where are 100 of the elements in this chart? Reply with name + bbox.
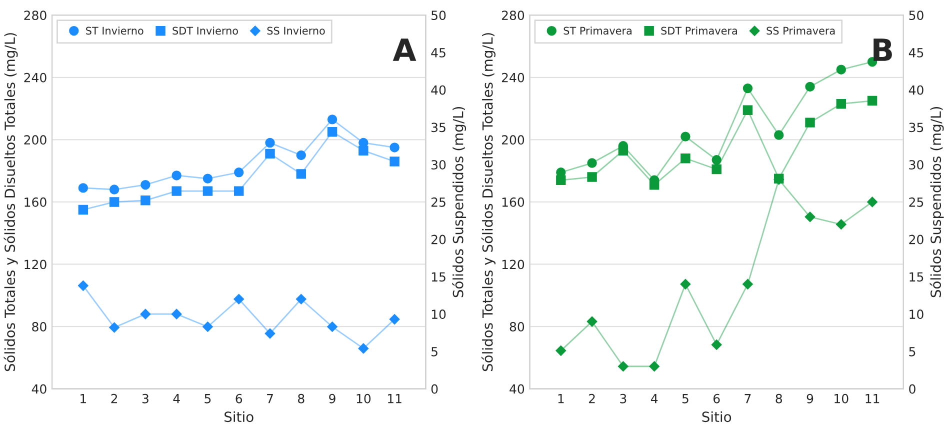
- point: [202, 322, 213, 332]
- y2-tick-label: 50: [909, 10, 924, 20]
- y-tick-label: 240: [502, 72, 524, 82]
- point: [234, 168, 244, 178]
- y2-tick-label: 40: [908, 85, 924, 95]
- y2-tick-label: 15: [910, 272, 924, 282]
- point: [618, 361, 628, 372]
- point: [556, 346, 566, 356]
- point: [327, 114, 338, 124]
- point: [587, 158, 597, 168]
- y2-tick-label: 25: [431, 197, 446, 207]
- y-axis-title: Sólidos Totales y Sólidos Disueltos Totales (mg/L): [481, 33, 496, 372]
- point: [78, 183, 88, 193]
- point: [556, 175, 566, 186]
- point: [140, 308, 151, 320]
- x-tick-label: 5: [204, 394, 211, 404]
- point: [587, 172, 597, 182]
- y2-tick-label: 30: [432, 160, 446, 170]
- point: [296, 169, 306, 179]
- y2-tick-label: 5: [909, 347, 916, 356]
- y-tick-label: 120: [24, 260, 46, 270]
- x-tick-label: 2: [111, 394, 118, 404]
- point: [649, 361, 660, 372]
- y2-tick-label: 45: [908, 48, 924, 58]
- point: [680, 154, 690, 164]
- y2-tick-label: 15: [432, 272, 446, 282]
- point: [711, 340, 722, 350]
- point: [234, 186, 244, 196]
- x-tick-label: 8: [298, 394, 304, 404]
- point: [265, 148, 275, 159]
- point: [172, 186, 182, 196]
- y2-tick-label: 40: [431, 85, 446, 95]
- y2-tick-label: 20: [909, 234, 924, 244]
- point: [805, 82, 815, 92]
- x-tick-label: 7: [744, 394, 751, 404]
- x-tick-label: 1: [80, 394, 86, 404]
- legend-label: SDT Invierno: [172, 26, 238, 35]
- point: [327, 322, 338, 332]
- x-tick-label: 4: [173, 394, 180, 404]
- y2-tick-label: 50: [432, 10, 446, 20]
- point: [836, 219, 846, 230]
- legend-label: ST Invierno: [86, 26, 144, 35]
- point: [296, 150, 306, 160]
- x-tick-label: 2: [588, 394, 595, 404]
- point: [649, 180, 660, 190]
- y2-tick-label: 20: [431, 234, 446, 244]
- x-tick-label: 10: [834, 394, 848, 404]
- x-tick-label: 3: [620, 394, 626, 404]
- annotation: B: [874, 38, 892, 61]
- point: [836, 99, 846, 109]
- y-tick-label: 160: [502, 197, 524, 207]
- x-tick-label: 9: [329, 394, 336, 404]
- point: [140, 196, 150, 206]
- x-tick-label: 11: [866, 394, 880, 404]
- y2-tick-label: 25: [909, 197, 924, 207]
- point: [390, 156, 400, 166]
- y-tick-label: 280: [502, 10, 524, 20]
- point: [109, 197, 120, 207]
- y-tick-label: 40: [32, 384, 46, 394]
- y2-tick-label: 35: [432, 122, 446, 132]
- y-tick-label: 80: [32, 322, 46, 332]
- point: [327, 127, 338, 137]
- y-tick-label: 80: [510, 322, 524, 332]
- legend-label: SS Invierno: [267, 26, 325, 35]
- point: [109, 184, 120, 194]
- y2-tick-label: 10: [910, 310, 924, 319]
- y-tick-label: 240: [24, 72, 46, 82]
- x-tick-label: 5: [682, 394, 688, 404]
- y-tick-label: 200: [502, 135, 524, 145]
- point: [742, 83, 753, 94]
- y-tick-label: 200: [24, 135, 46, 145]
- point: [202, 186, 213, 196]
- y2-tick-label: 0: [431, 384, 438, 394]
- y2-tick-label: 35: [909, 122, 924, 132]
- legend-label: ST Primavera: [564, 26, 632, 35]
- x-tick-label: 3: [142, 394, 148, 404]
- x-tick-label: 1: [558, 394, 564, 404]
- point: [358, 146, 368, 156]
- y2-tick-label: 30: [909, 160, 924, 170]
- point: [234, 294, 244, 304]
- point: [712, 155, 722, 165]
- point: [109, 322, 120, 333]
- y-tick-label: 280: [24, 10, 46, 20]
- x-tick-label: 8: [776, 394, 782, 404]
- y2-axis-title: Sólidos Suspendidos (mg/L): [930, 107, 944, 298]
- point: [742, 105, 753, 115]
- x-tick-label: 6: [713, 394, 720, 404]
- point: [265, 138, 275, 148]
- point: [264, 328, 276, 339]
- x-tick-label: 7: [267, 394, 273, 404]
- point: [296, 294, 306, 304]
- point: [712, 164, 722, 174]
- point: [774, 130, 784, 140]
- point: [836, 64, 846, 74]
- point: [804, 212, 816, 222]
- point: [202, 174, 213, 184]
- annotation: A: [392, 38, 416, 61]
- point: [742, 279, 753, 290]
- x-tick-label: 10: [356, 394, 371, 404]
- point: [390, 142, 400, 152]
